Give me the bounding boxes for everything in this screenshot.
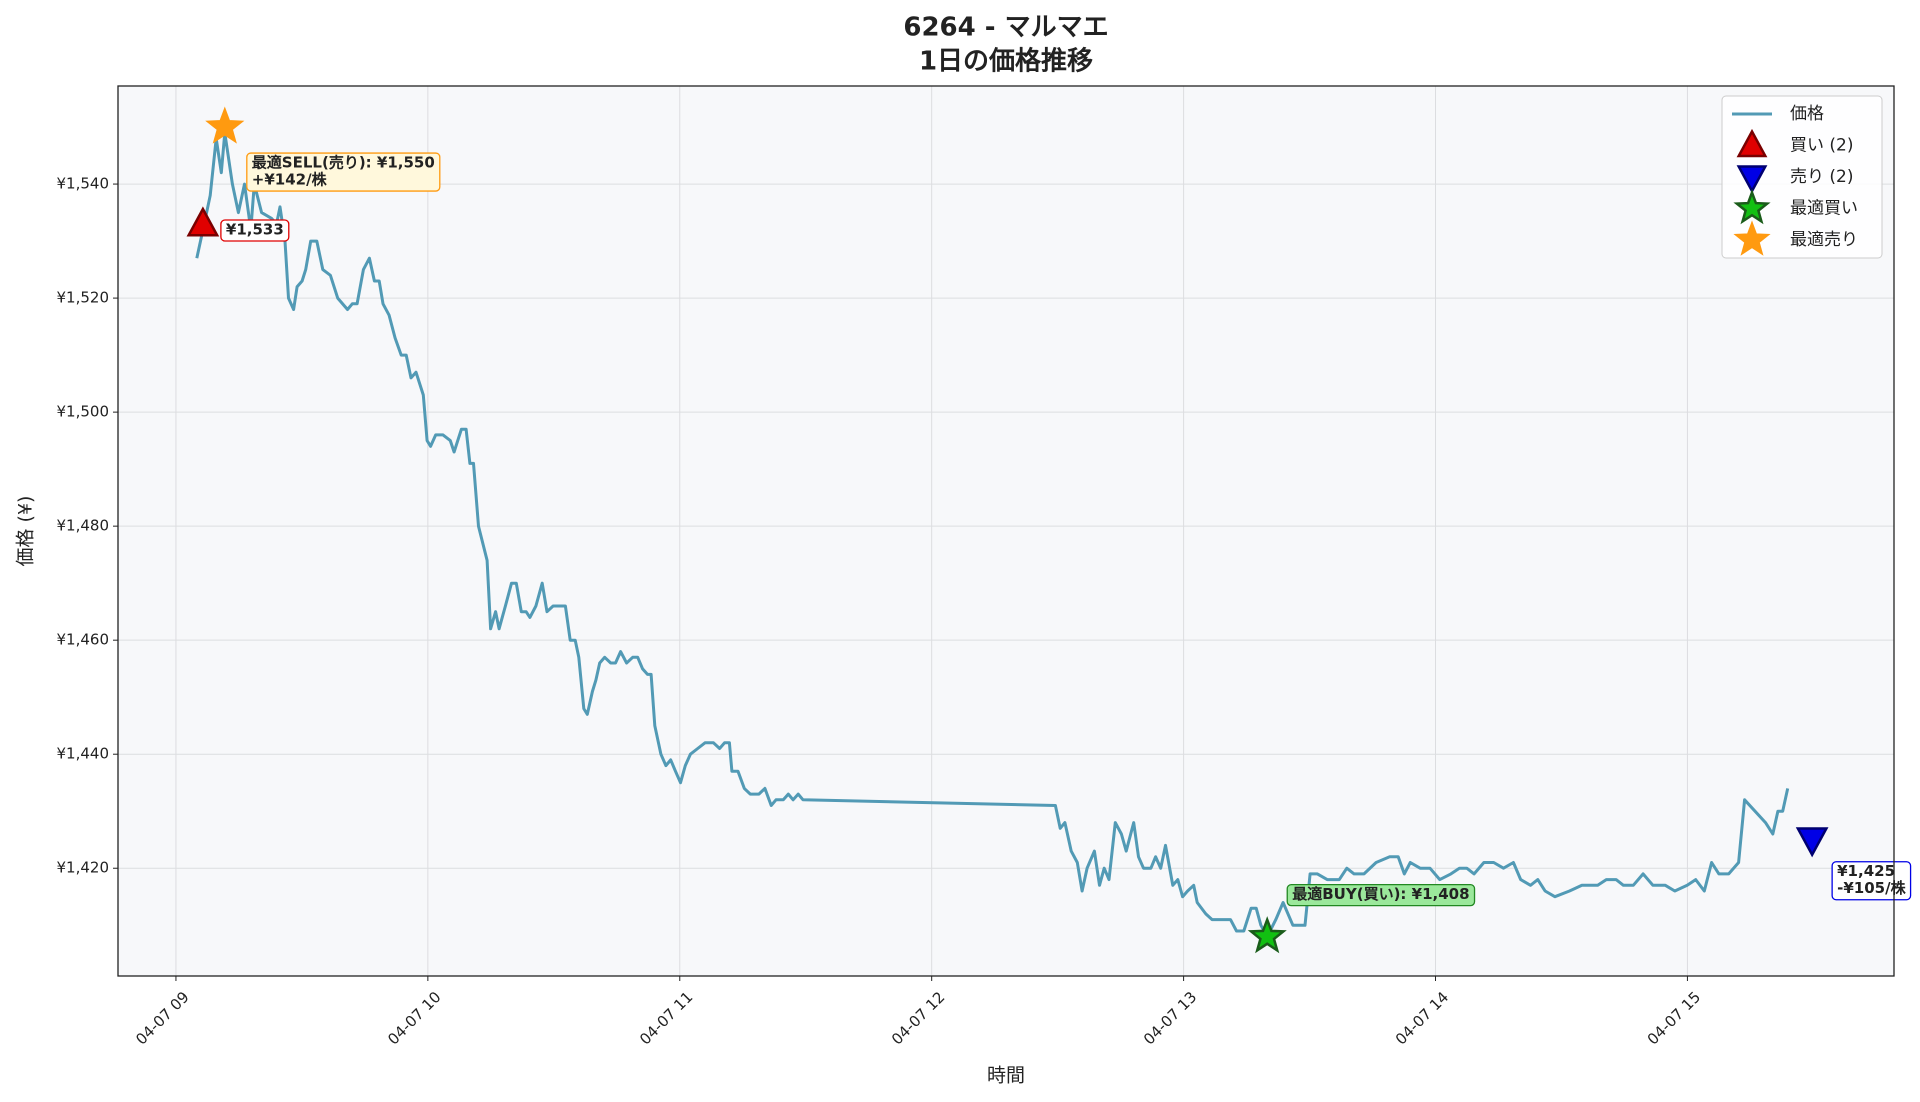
legend-label: 売り (2): [1790, 167, 1853, 187]
x-tick-label: 04-07 10: [384, 988, 444, 1048]
plot-area: [118, 86, 1894, 976]
trade-annotation: ¥1,533: [220, 219, 290, 242]
legend-label: 価格: [1790, 104, 1824, 124]
legend-label: 最適買い: [1790, 199, 1858, 219]
y-tick-label: ¥1,420: [57, 859, 110, 877]
legend-box: [1721, 95, 1883, 259]
legend-symbol: [1733, 220, 1771, 256]
annotation-text: 最適SELL(売り): ¥1,550: [252, 154, 435, 172]
annotation-box: [1831, 861, 1912, 901]
x-tick-label: 04-07 09: [132, 988, 192, 1048]
y-tick-label: ¥1,500: [57, 403, 110, 421]
star-marker: [1247, 916, 1287, 954]
legend-symbol: [1736, 165, 1768, 194]
legend-symbol: [1736, 128, 1768, 158]
annotation-box: [1286, 884, 1476, 907]
triangle-down-marker: [1795, 827, 1829, 858]
triangle-up-marker: [186, 206, 220, 237]
trade-annotation: ¥1,425-¥105/株: [1831, 861, 1912, 901]
price-line: [195, 131, 1790, 939]
trade-annotation: 最適SELL(売り): ¥1,550+¥142/株: [246, 152, 441, 192]
annotation-text: +¥142/株: [252, 171, 328, 189]
x-tick-label: 04-07 13: [1140, 988, 1200, 1048]
y-tick-label: ¥1,480: [57, 517, 110, 535]
x-tick-label: 04-07 11: [636, 988, 696, 1048]
y-tick-label: ¥1,520: [57, 289, 110, 307]
x-axis-label: 時間: [987, 1065, 1025, 1087]
star-marker: [205, 106, 245, 144]
plot-frame: [117, 85, 1895, 977]
annotation-box: [246, 152, 441, 192]
y-tick-label: ¥1,460: [57, 631, 110, 649]
x-tick-label: 04-07 15: [1644, 988, 1704, 1048]
legend-label: 買い (2): [1790, 136, 1853, 156]
x-tick-label: 04-07 12: [888, 988, 948, 1048]
y-tick-label: ¥1,540: [57, 175, 110, 193]
trade-annotation: 最適BUY(買い): ¥1,408: [1286, 884, 1476, 907]
annotation-text: -¥105/株: [1837, 879, 1906, 897]
chart-title: 6264 - マルマエ: [903, 13, 1108, 43]
annotation-text: ¥1,533: [226, 220, 284, 238]
legend-label: 最適売り: [1790, 230, 1858, 250]
x-tick-label: 04-07 14: [1392, 988, 1452, 1048]
chart-subtitle: 1日の価格推移: [919, 46, 1093, 77]
y-axis-label: 価格 (¥): [15, 496, 37, 567]
annotation-box: [220, 219, 290, 242]
legend-symbol: [1733, 188, 1771, 225]
annotation-text: ¥1,425: [1837, 862, 1895, 880]
annotation-text: 最適BUY(買い): ¥1,408: [1292, 885, 1469, 903]
y-tick-label: ¥1,440: [57, 745, 110, 763]
